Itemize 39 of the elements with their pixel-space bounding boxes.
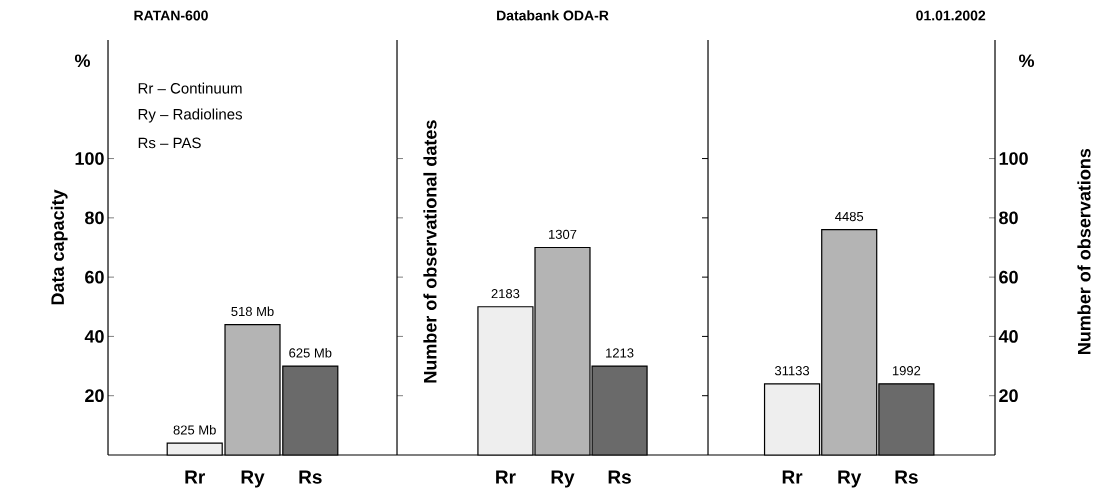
text: % bbox=[74, 54, 90, 68]
y-tick-label: 80 bbox=[999, 211, 1018, 225]
annotation: Ry – Radiolines bbox=[138, 108, 243, 123]
chart-title: Databank ODA-R bbox=[497, 10, 609, 21]
y-tick-label: 100 bbox=[999, 152, 1028, 165]
annotation: Rr – Continuum bbox=[138, 82, 242, 94]
y-tick-label: 100 bbox=[75, 152, 104, 165]
y-tick-label: 40 bbox=[998, 330, 1018, 343]
annotation: 4485 bbox=[835, 211, 864, 222]
x-tick-label: Ry bbox=[551, 470, 575, 488]
x-tick-label: Rr bbox=[185, 470, 205, 484]
annotation: 2183 bbox=[491, 289, 520, 299]
x-tick-label: Rs bbox=[608, 470, 631, 484]
y-axis-title: Data capacity bbox=[50, 189, 68, 305]
annotation: 1992 bbox=[892, 366, 921, 376]
text: % bbox=[1018, 54, 1035, 68]
y-tick-label: 40 bbox=[84, 330, 104, 343]
y-tick-label: 60 bbox=[85, 270, 104, 284]
y-axis-title: Number of observational dates bbox=[423, 120, 437, 383]
x-tick-label: Rr bbox=[496, 470, 516, 484]
y-axis-title: Number of observations bbox=[1077, 148, 1091, 354]
chart-title: 01.01.2002 bbox=[916, 10, 986, 21]
annotation: 31133 bbox=[774, 366, 810, 376]
x-tick-label: Rr bbox=[782, 470, 803, 484]
annotation: 1307 bbox=[549, 229, 577, 239]
x-tick-label: Ry bbox=[838, 470, 862, 488]
y-tick-label: 20 bbox=[999, 389, 1018, 403]
x-tick-label: Rs bbox=[299, 470, 322, 484]
y-tick-label: 20 bbox=[85, 389, 104, 403]
annotation: 1213 bbox=[606, 348, 634, 358]
annotation: 518 Mb bbox=[231, 306, 274, 317]
annotation: Rs – PAS bbox=[138, 137, 201, 149]
chart-title: RATAN-600 bbox=[134, 10, 208, 21]
annotation: 625 Mb bbox=[289, 347, 332, 358]
y-tick-label: 60 bbox=[999, 270, 1018, 284]
x-tick-label: Rs bbox=[895, 470, 918, 484]
x-tick-label: Ry bbox=[241, 470, 265, 488]
y-tick-label: 80 bbox=[85, 211, 104, 225]
annotation: 825 Mb bbox=[173, 425, 216, 435]
